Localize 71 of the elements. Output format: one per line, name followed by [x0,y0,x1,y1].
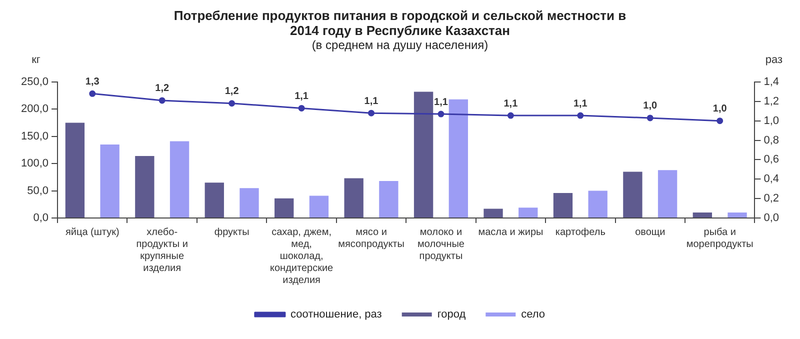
data-label: 1,2 [155,83,170,94]
legend-label: город [437,308,466,321]
x-tick-label: сахар, джем, мед, шоколад, кондитерские изделия [270,226,334,286]
bar [65,122,85,218]
bar [728,212,747,218]
point [228,100,236,107]
bar [135,156,154,218]
point [716,118,724,124]
legend-label: село [521,308,546,321]
y-tick-label: 100,0 [20,158,49,170]
point [368,110,375,116]
x-tick-label: мясо и мясопродукты [338,226,404,250]
x-tick-label: овощи [635,226,666,238]
y2-tick-label: 0,2 [764,192,780,205]
x-tick-label: рыба и морепродукты [686,226,754,250]
point [438,110,444,118]
point [298,104,305,112]
bar [204,182,224,218]
bar [100,144,120,218]
x-tick-label: фрукты [214,226,250,238]
data-label: 1,0 [643,100,658,112]
bar [309,196,329,218]
data-label: 1,1 [434,96,448,108]
chart-subtitle: (в среднем на душу населения) [310,38,490,52]
x-tick-label: масла и жиры [478,226,544,238]
legend-label: соотношение, раз [290,308,382,321]
y2-tick-label: 1,2 [764,95,780,108]
bar [414,92,434,218]
y-tick-label: 0,0 [33,212,49,224]
bar [692,212,712,218]
bar [344,178,364,218]
point [646,114,654,122]
y2-axis-title: раз [765,54,783,66]
y2-tick-label: 1,0 [764,114,780,127]
y2-tick-label: 1,4 [764,76,780,88]
bar [588,190,608,218]
data-label: 1,2 [224,86,240,98]
y-tick-label: 150,0 [20,130,49,142]
bar [274,198,294,218]
point [577,112,584,119]
bar [170,141,190,218]
x-tick-label: молоко и молочные продукты [417,226,465,262]
bar [379,181,398,218]
x-tick-label: картофель [555,226,606,238]
x-tick-label: яйца (штук) [65,226,120,238]
y-axis-title: кг [32,54,40,66]
bar [658,170,678,218]
y2-tick-label: 0,8 [764,134,780,146]
y-tick-label: 250,0 [20,76,49,88]
data-label: 1,1 [504,98,518,110]
point [507,112,514,119]
data-label: 1,3 [85,76,100,88]
y2-tick-label: 0,4 [764,173,780,186]
data-label: 1,0 [712,104,728,115]
chart-title: Потребление продуктов питания в городской и сельской местности в 2014 году в Республике Казахстан [172,8,628,38]
y-tick-label: 200,0 [20,103,49,116]
y2-tick-label: 0,0 [764,212,780,224]
bar [518,208,538,218]
bar [484,208,503,218]
data-label: 1,1 [294,90,309,102]
y-tick-label: 50,0 [27,184,49,197]
bar [553,192,573,218]
x-tick-label: хлебо-продукты и крупяные изделия [136,226,188,274]
point [89,90,96,97]
y2-tick-label: 0,6 [764,154,780,166]
bar [448,99,468,218]
data-label: 1,1 [364,96,379,107]
point [158,97,166,104]
bar [623,172,642,218]
data-label: 1,1 [573,98,588,110]
bar [240,188,259,218]
